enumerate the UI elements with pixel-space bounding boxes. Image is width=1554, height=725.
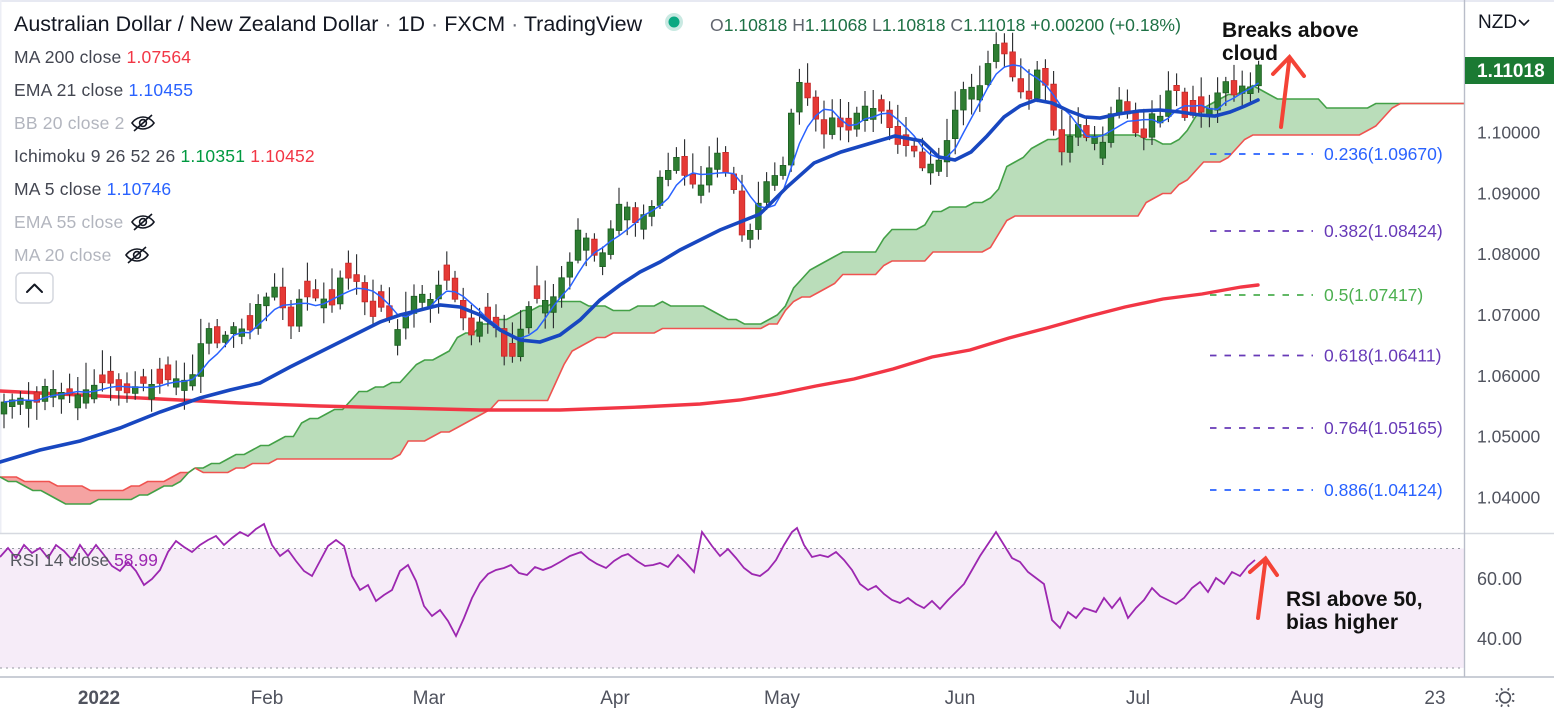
svg-text:0.764(1.05165): 0.764(1.05165): [1324, 418, 1443, 438]
svg-text:EMA 55 close: EMA 55 close: [14, 212, 123, 232]
svg-text:1.04000: 1.04000: [1477, 488, 1541, 508]
svg-text:MA 5 close 1.10746: MA 5 close 1.10746: [14, 179, 171, 199]
svg-text:40.00: 40.00: [1477, 629, 1522, 649]
svg-text:1.06000: 1.06000: [1477, 366, 1541, 386]
svg-text:RSI above 50,: RSI above 50,: [1286, 588, 1423, 611]
svg-text:1.07000: 1.07000: [1477, 305, 1541, 325]
svg-text:Feb: Feb: [251, 688, 284, 709]
svg-text:1.05000: 1.05000: [1477, 427, 1541, 447]
svg-text:RSI 14 close 58.99: RSI 14 close 58.99: [10, 550, 158, 570]
svg-text:O1.10818 H1.11068 L1.10818 C1.: O1.10818 H1.11068 L1.10818 C1.11018 +0.0…: [710, 15, 1181, 35]
svg-text:BB 20 close 2: BB 20 close 2: [14, 113, 125, 133]
svg-text:0.236(1.09670): 0.236(1.09670): [1324, 144, 1443, 164]
svg-text:MA 20 close: MA 20 close: [14, 245, 112, 265]
svg-text:Jun: Jun: [945, 688, 976, 709]
svg-text:0.886(1.04124): 0.886(1.04124): [1324, 480, 1443, 500]
svg-text:Aug: Aug: [1290, 688, 1324, 709]
svg-text:1.11018: 1.11018: [1477, 61, 1545, 82]
svg-text:cloud: cloud: [1222, 42, 1278, 65]
svg-text:2022: 2022: [78, 688, 120, 709]
svg-text:0.618(1.06411): 0.618(1.06411): [1324, 346, 1441, 366]
svg-text:Australian Dollar / New Zealan: Australian Dollar / New Zealand Dollar ·…: [14, 12, 643, 36]
svg-text:Apr: Apr: [600, 688, 630, 709]
svg-text:bias higher: bias higher: [1286, 611, 1398, 634]
svg-text:MA 200 close 1.07564: MA 200 close 1.07564: [14, 47, 191, 67]
svg-text:23: 23: [1424, 688, 1445, 709]
svg-text:1.09000: 1.09000: [1477, 183, 1541, 203]
svg-text:1.10000: 1.10000: [1477, 123, 1541, 143]
svg-text:EMA 21 close 1.10455: EMA 21 close 1.10455: [14, 80, 193, 100]
svg-text:Breaks above: Breaks above: [1222, 19, 1359, 42]
svg-text:Jul: Jul: [1126, 688, 1150, 709]
svg-text:May: May: [764, 688, 800, 709]
svg-text:0.5(1.07417): 0.5(1.07417): [1324, 285, 1423, 305]
svg-text:60.00: 60.00: [1477, 569, 1522, 589]
svg-text:Mar: Mar: [413, 688, 446, 709]
svg-text:0.382(1.08424): 0.382(1.08424): [1324, 221, 1443, 241]
svg-text:NZD: NZD: [1478, 12, 1517, 33]
svg-text:1.08000: 1.08000: [1477, 244, 1541, 264]
svg-text:Ichimoku 9 26 52 26 1.10351: Ichimoku 9 26 52 26 1.10351 1.10452: [14, 146, 315, 166]
